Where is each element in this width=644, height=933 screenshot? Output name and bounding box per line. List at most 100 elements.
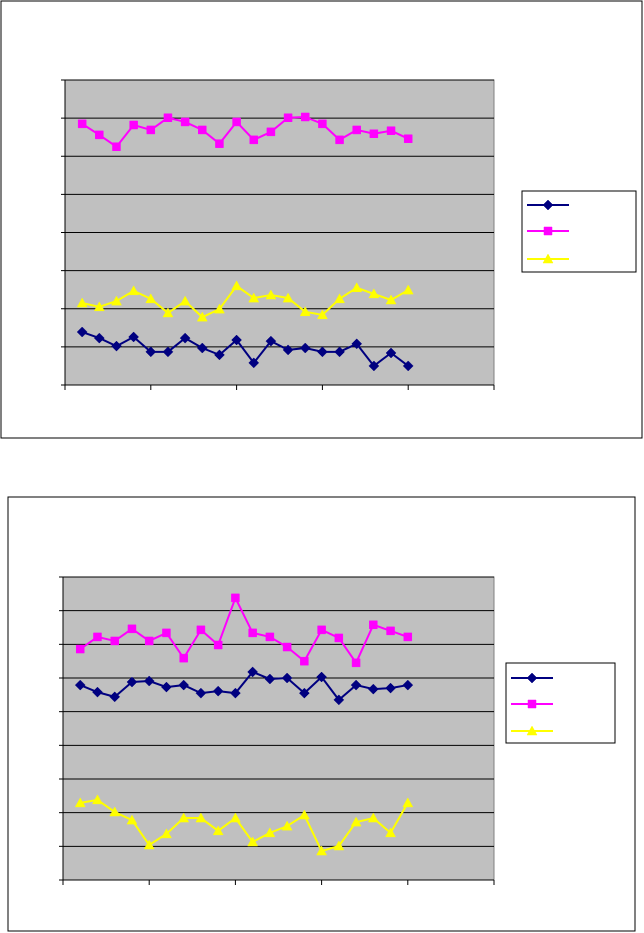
marker — [282, 292, 294, 303]
marker — [128, 331, 139, 343]
legend-marker — [543, 226, 553, 236]
marker — [385, 347, 397, 359]
marker — [385, 294, 397, 305]
marker — [161, 828, 172, 839]
marker — [402, 797, 414, 808]
marker — [196, 311, 208, 322]
marker — [95, 130, 104, 140]
marker — [265, 632, 275, 642]
marker — [282, 642, 292, 652]
marker — [214, 349, 225, 361]
marker — [126, 676, 138, 688]
marker — [368, 360, 380, 372]
marker — [212, 685, 224, 697]
marker — [299, 687, 310, 699]
marker — [196, 342, 208, 354]
marker — [143, 839, 155, 850]
marker — [248, 292, 260, 303]
marker — [386, 626, 395, 636]
marker — [352, 125, 361, 135]
marker — [92, 794, 103, 805]
marker — [247, 666, 258, 678]
marker — [264, 827, 276, 838]
marker — [334, 633, 344, 643]
marker — [75, 644, 85, 654]
marker — [195, 687, 207, 699]
marker — [299, 306, 311, 317]
marker — [92, 686, 103, 698]
marker — [163, 113, 173, 122]
marker — [281, 672, 293, 684]
legend-marker — [542, 199, 554, 211]
marker — [215, 139, 224, 148]
marker — [334, 346, 345, 358]
marker — [351, 282, 363, 293]
marker — [351, 338, 363, 350]
marker — [316, 309, 328, 320]
marker — [266, 127, 276, 137]
marker — [367, 683, 379, 695]
marker — [93, 301, 105, 312]
marker — [145, 293, 157, 304]
marker — [145, 346, 157, 358]
legend-marker — [527, 699, 537, 709]
legend-marker — [526, 725, 538, 736]
marker — [248, 357, 260, 369]
marker — [162, 346, 174, 358]
marker — [77, 119, 87, 129]
marker — [111, 295, 122, 306]
marker — [126, 814, 138, 825]
marker — [350, 816, 362, 827]
marker — [93, 632, 102, 642]
marker — [351, 658, 361, 668]
plot-area — [62, 576, 495, 881]
marker — [214, 303, 225, 314]
marker — [110, 636, 119, 646]
marker — [212, 825, 224, 836]
marker — [232, 117, 241, 127]
marker — [264, 673, 276, 685]
marker — [161, 681, 172, 693]
marker — [195, 812, 207, 823]
marker — [300, 656, 309, 666]
marker — [350, 679, 362, 691]
marker — [249, 135, 259, 145]
marker — [317, 346, 328, 358]
marker — [196, 625, 206, 635]
marker — [265, 289, 277, 300]
marker — [369, 129, 379, 139]
marker — [143, 675, 155, 687]
marker — [178, 812, 190, 823]
marker — [333, 840, 345, 851]
marker — [367, 812, 379, 823]
marker — [109, 806, 121, 817]
marker — [265, 335, 277, 347]
marker — [128, 285, 140, 296]
marker — [231, 280, 243, 291]
marker — [230, 687, 241, 699]
marker — [229, 812, 241, 823]
marker — [402, 360, 414, 372]
marker — [300, 112, 310, 122]
marker — [385, 682, 396, 694]
marker — [179, 653, 188, 663]
marker — [335, 135, 344, 145]
marker — [74, 797, 86, 808]
marker — [231, 593, 240, 603]
marker — [299, 342, 311, 354]
marker — [248, 628, 257, 638]
marker — [281, 820, 293, 831]
marker — [316, 671, 327, 683]
marker — [282, 344, 294, 356]
marker — [386, 126, 396, 135]
marker — [179, 295, 191, 306]
marker — [127, 624, 137, 634]
marker — [178, 679, 190, 691]
marker — [231, 334, 242, 346]
marker — [144, 636, 154, 646]
legend-marker — [526, 672, 538, 684]
marker — [162, 307, 174, 318]
marker — [162, 628, 171, 638]
